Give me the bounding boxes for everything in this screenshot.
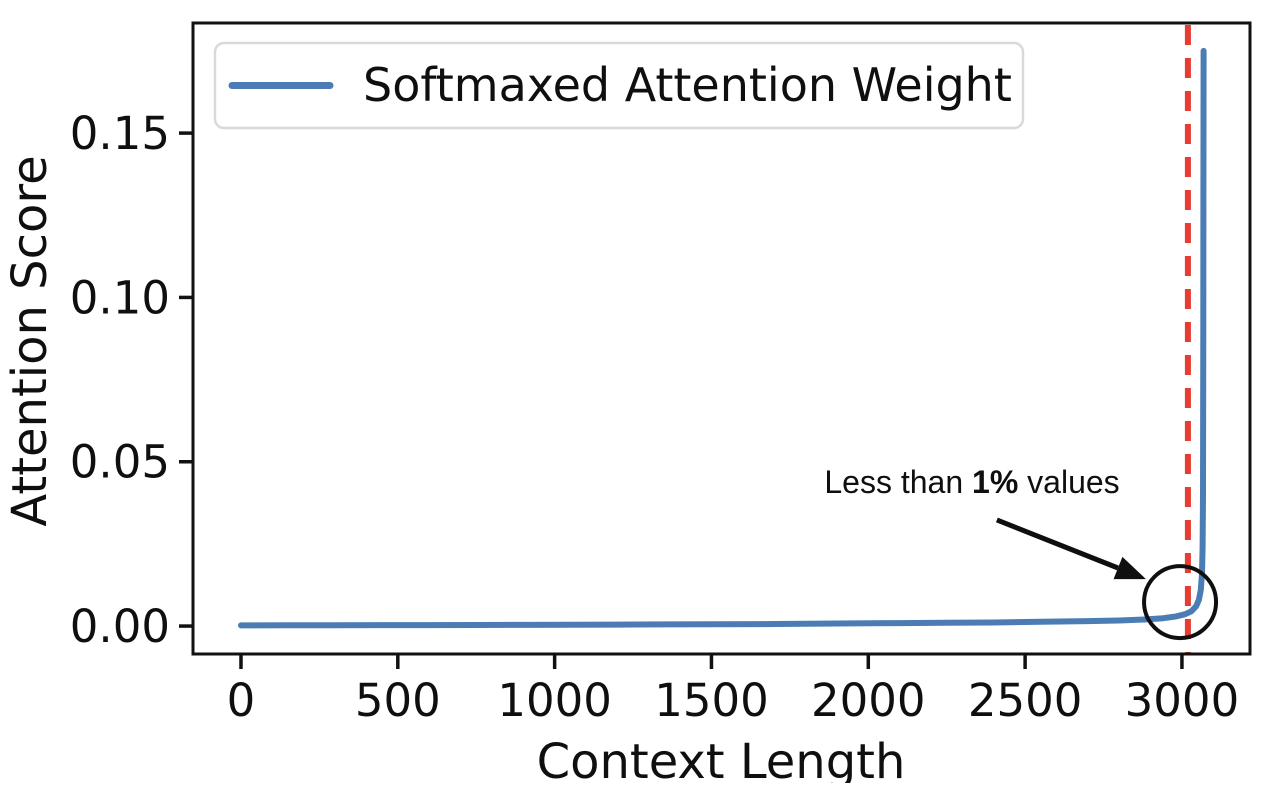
x-axis-tick-label: 2500 [968,674,1083,727]
annotation-arrow-head [1113,556,1146,580]
x-axis-label: Context Length [537,734,906,783]
annotation-text: Less than 1% values [824,464,1119,500]
x-axis-tick-label: 0 [227,674,256,727]
annotation-arrow-shaft [995,517,1119,571]
y-axis-tick-label: 0.10 [70,271,170,324]
y-axis-tick-label: 0.15 [70,107,170,160]
plot-spines [191,21,1252,656]
x-axis-tick-label: 2000 [811,674,926,727]
y-axis-tick-label: 0.00 [70,600,170,653]
y-axis-label: Attention Score [2,155,58,526]
legend-label: Softmaxed Attention Weight [363,58,1012,112]
series-line-softmaxed-attention-weight [238,47,1207,629]
annotation-text-bold: 1% [972,464,1018,500]
legend-box [213,41,1025,130]
x-axis-tick-label: 500 [355,674,441,727]
y-axis-tick-label: 0.05 [70,436,170,489]
annotation-text-prefix: Less than [824,464,972,500]
x-axis-tick-label: 1000 [497,674,612,727]
x-axis-tick-label: 3000 [1125,674,1240,727]
annotation-circle [1142,564,1219,641]
x-axis-tick-label: 1500 [654,674,769,727]
legend: Softmaxed Attention Weight [213,41,1025,130]
annotation-text-suffix: values [1018,464,1119,500]
